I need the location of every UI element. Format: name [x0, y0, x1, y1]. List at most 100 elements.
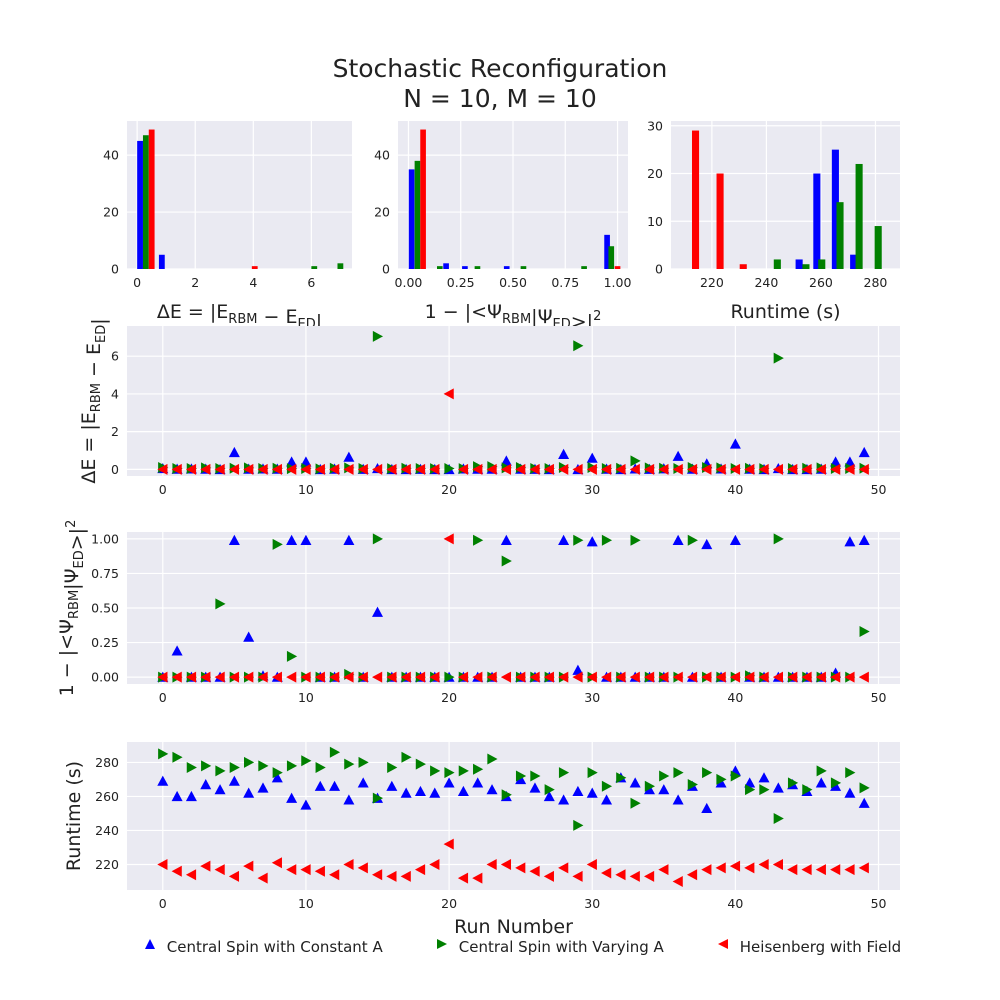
scatter-point [701, 463, 712, 475]
scatter-point [586, 463, 597, 475]
scatter-point [858, 862, 869, 874]
scatter-point [573, 340, 584, 352]
x-axis-label: Runtime (s) [730, 301, 840, 323]
scatter-point [244, 756, 255, 768]
scatter-point [729, 438, 741, 449]
scatter-point [729, 671, 741, 683]
x-tick-label: 240 [754, 275, 778, 290]
scatter-point [386, 463, 397, 475]
scatter-point [701, 538, 713, 550]
scatter-point [601, 463, 612, 475]
x-tick-label: 0.50 [499, 275, 527, 290]
y-tick-label: 30 [647, 118, 663, 133]
scatter-energy-plot [127, 326, 900, 476]
histogram-bar [855, 163, 863, 269]
scatter-point [815, 671, 826, 683]
histogram-bar [503, 266, 510, 269]
scatter-point [787, 463, 798, 475]
y-tick-label: 0.25 [91, 635, 119, 650]
scatter-point [643, 870, 655, 882]
scatter-point [343, 858, 354, 870]
scatter-point [859, 625, 870, 637]
scatter-point [801, 864, 812, 876]
histogram-bar [850, 254, 858, 269]
scatter-point [616, 772, 627, 784]
scatter-point [329, 671, 340, 683]
scatter-point [729, 463, 741, 475]
legend: Central Spin with Constant A Central Spi… [130, 936, 930, 962]
scatter-point [830, 671, 841, 683]
scatter-point [228, 534, 240, 545]
scatter-point [672, 534, 684, 545]
scatter-point [672, 794, 684, 805]
scatter-point [185, 671, 197, 683]
y-axis-label: 1 − |<ΨRBM|ΨED>|2 [56, 520, 88, 697]
scatter-point [271, 463, 282, 475]
plot-background [671, 121, 900, 269]
scatter-point [228, 870, 240, 882]
scatter-point [558, 794, 570, 805]
scatter-point [673, 767, 684, 779]
scatter-point [458, 765, 469, 777]
scatter-point [357, 671, 368, 683]
histogram-bar [443, 263, 449, 269]
scatter-point [501, 789, 512, 801]
x-tick-label: 40 [727, 896, 743, 911]
scatter-point [357, 777, 369, 788]
scatter-point [430, 765, 441, 777]
histogram-bar [739, 264, 747, 269]
y-tick-label: 4 [111, 386, 119, 401]
scatter-point [815, 463, 826, 475]
scatter-point [271, 857, 282, 869]
histogram-bar [420, 129, 426, 269]
scatter-point [171, 671, 182, 683]
histogram-bar [604, 234, 610, 269]
scatter-point [344, 758, 355, 770]
scatter-point [758, 671, 769, 683]
y-tick-label: 220 [95, 857, 119, 872]
y-tick-label: 20 [647, 166, 663, 181]
scatter-point [300, 864, 311, 876]
scatter-point [601, 867, 612, 879]
scatter-point [314, 671, 325, 683]
scatter-point [272, 767, 283, 779]
scatter-point [343, 794, 355, 805]
x-tick-label: 30 [584, 690, 600, 705]
scatter-point [257, 463, 268, 475]
scatter-point [715, 862, 726, 874]
histogram-bar [813, 173, 821, 269]
histogram-bar [436, 266, 443, 269]
scatter-point [643, 671, 655, 683]
chart-subtitle: N = 10, M = 10 [403, 84, 597, 113]
scatter-point [286, 864, 297, 876]
scatter-point [372, 463, 383, 475]
scatter-point [343, 671, 354, 683]
scatter-point [586, 671, 597, 683]
scatter-point [444, 671, 455, 683]
scatter-point [157, 463, 168, 475]
plot-background [127, 742, 900, 890]
scatter-point [772, 782, 784, 793]
scatter-point [258, 760, 269, 772]
scatter-point [802, 784, 813, 796]
scatter-point [844, 671, 855, 683]
scatter-point [486, 463, 497, 475]
scatter-point [387, 762, 398, 774]
x-tick-label: 10 [298, 482, 314, 497]
scatter-point [300, 799, 312, 810]
scatter-point [429, 858, 440, 870]
scatter-point [444, 767, 455, 779]
scatter-point [414, 864, 426, 876]
y-tick-label: 0 [111, 262, 119, 277]
legend-item-varying: Central Spin with Varying A [432, 936, 664, 956]
scatter-point [215, 598, 226, 610]
scatter-point [501, 555, 512, 567]
scatter-point [758, 463, 769, 475]
scatter-point [500, 463, 512, 475]
scatter-point [702, 767, 713, 779]
triangle-right-icon [437, 939, 447, 949]
scatter-point [558, 671, 569, 683]
scatter-point [444, 462, 455, 474]
scatter-point [401, 751, 412, 763]
scatter-point [672, 875, 683, 887]
